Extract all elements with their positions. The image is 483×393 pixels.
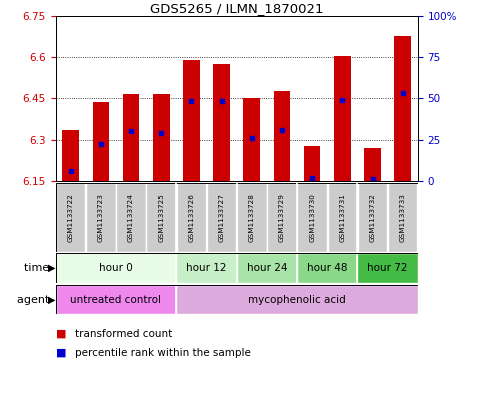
- Text: GSM1133727: GSM1133727: [219, 193, 225, 242]
- Text: ■: ■: [56, 348, 66, 358]
- Bar: [213, 64, 230, 181]
- Bar: [267, 183, 297, 252]
- Text: hour 72: hour 72: [368, 263, 408, 273]
- Text: mycophenolic acid: mycophenolic acid: [248, 295, 346, 305]
- Bar: [56, 183, 85, 252]
- Bar: [388, 183, 417, 252]
- Bar: [357, 253, 418, 283]
- Title: GDS5265 / ILMN_1870021: GDS5265 / ILMN_1870021: [150, 2, 324, 15]
- Text: untreated control: untreated control: [71, 295, 161, 305]
- Bar: [243, 98, 260, 181]
- Bar: [176, 253, 237, 283]
- Bar: [334, 55, 351, 181]
- Bar: [395, 37, 411, 181]
- Text: GSM1133723: GSM1133723: [98, 193, 104, 242]
- Text: hour 12: hour 12: [186, 263, 227, 273]
- Bar: [123, 94, 139, 181]
- Bar: [274, 92, 290, 181]
- Bar: [298, 183, 327, 252]
- Text: GSM1133729: GSM1133729: [279, 193, 285, 242]
- Text: GSM1133725: GSM1133725: [158, 193, 164, 242]
- Bar: [207, 183, 236, 252]
- Bar: [237, 253, 297, 283]
- Text: transformed count: transformed count: [75, 329, 172, 339]
- Bar: [86, 183, 115, 252]
- Text: ▶: ▶: [47, 263, 55, 273]
- Text: GSM1133724: GSM1133724: [128, 193, 134, 242]
- Text: hour 24: hour 24: [247, 263, 287, 273]
- Text: GSM1133726: GSM1133726: [188, 193, 194, 242]
- Text: hour 0: hour 0: [99, 263, 133, 273]
- Bar: [176, 285, 418, 314]
- Bar: [177, 183, 206, 252]
- Text: percentile rank within the sample: percentile rank within the sample: [75, 348, 251, 358]
- Text: hour 48: hour 48: [307, 263, 347, 273]
- Bar: [56, 285, 176, 314]
- Bar: [297, 253, 357, 283]
- Text: GSM1133722: GSM1133722: [68, 193, 73, 242]
- Bar: [56, 253, 176, 283]
- Text: ■: ■: [56, 329, 66, 339]
- Text: ▶: ▶: [47, 295, 55, 305]
- Bar: [237, 183, 267, 252]
- Bar: [146, 183, 176, 252]
- Bar: [327, 183, 357, 252]
- Bar: [304, 146, 320, 181]
- Bar: [62, 130, 79, 181]
- Text: time: time: [24, 263, 53, 273]
- Text: GSM1133730: GSM1133730: [309, 193, 315, 242]
- Bar: [153, 94, 170, 181]
- Bar: [93, 103, 109, 181]
- Bar: [183, 60, 199, 181]
- Text: GSM1133732: GSM1133732: [369, 193, 375, 242]
- Text: agent: agent: [17, 295, 53, 305]
- Bar: [364, 148, 381, 181]
- Text: GSM1133731: GSM1133731: [340, 193, 345, 242]
- Text: GSM1133733: GSM1133733: [400, 193, 406, 242]
- Bar: [358, 183, 387, 252]
- Bar: [116, 183, 146, 252]
- Text: GSM1133728: GSM1133728: [249, 193, 255, 242]
